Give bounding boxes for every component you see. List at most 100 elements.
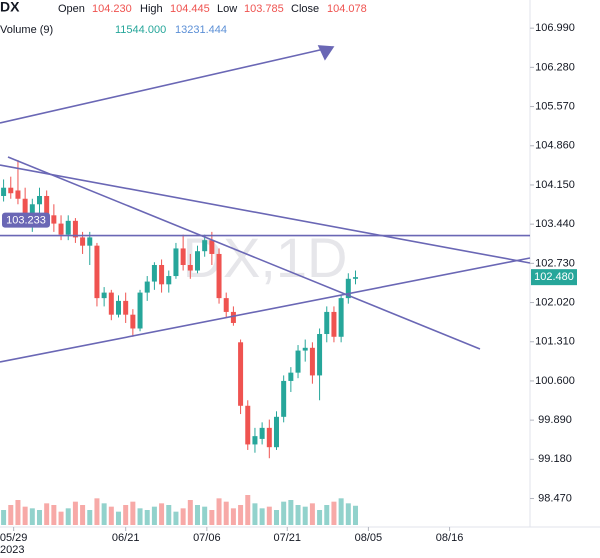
trend-line	[0, 46, 334, 124]
trend-line	[0, 257, 531, 363]
candle-body	[309, 347, 315, 376]
volume-bar	[1, 510, 7, 525]
trend-line	[0, 164, 531, 264]
candle-body	[173, 248, 179, 277]
volume-bar	[87, 510, 93, 525]
y-tick-label: 106.990	[535, 22, 575, 34]
volume-bar	[115, 511, 121, 525]
arrow-head	[317, 45, 335, 61]
x-tick-label: 07/06	[193, 532, 221, 544]
candle-body	[151, 265, 157, 282]
candle-body	[288, 372, 294, 381]
x-tick-label: 05/29	[0, 532, 27, 544]
legend-value: 104.078	[327, 3, 367, 15]
y-tick-label: 102.020	[535, 296, 575, 308]
x-sublabel: 2023	[0, 544, 24, 556]
candle-body	[194, 251, 200, 271]
candle-body	[58, 223, 64, 235]
candle-body	[216, 253, 222, 299]
volume-bar	[202, 506, 208, 525]
hline-label: 103.233	[6, 214, 46, 226]
trend-line	[7, 156, 481, 350]
y-tick-label: 99.180	[538, 453, 572, 465]
legend-value: 103.785	[244, 3, 284, 15]
legend-label: High	[140, 3, 163, 15]
legend-value: 11544.000	[115, 24, 166, 36]
volume-bar	[22, 506, 28, 525]
volume-bar	[230, 508, 236, 525]
hline-label-box	[2, 212, 50, 228]
y-tick-label: 100.600	[535, 375, 575, 387]
volume-bar	[281, 501, 287, 525]
volume-bar	[209, 510, 215, 525]
volume-bar	[324, 505, 330, 525]
candle-body	[338, 298, 344, 337]
x-tick-label: 07/21	[273, 532, 301, 544]
candle-body	[101, 292, 107, 299]
candle-body	[130, 314, 136, 329]
candle-body	[80, 237, 86, 246]
volume-bar	[137, 508, 143, 525]
candle-body	[72, 220, 78, 238]
x-tick-label: 08/05	[355, 532, 383, 544]
volume-bar	[80, 505, 86, 525]
candle-body	[324, 311, 330, 335]
volume-bar	[180, 508, 186, 525]
candle-body	[15, 190, 21, 199]
y-tick-label: 102.730	[535, 257, 575, 269]
symbol: DX	[0, 0, 20, 15]
volume-bar	[51, 505, 57, 525]
marks	[1, 160, 358, 525]
candle-body	[223, 298, 229, 312]
y-tick-label: 103.440	[535, 218, 575, 230]
candle-body	[331, 311, 337, 337]
volume-bar	[94, 498, 100, 525]
volume-bar	[29, 508, 35, 525]
volume-bar	[101, 503, 107, 525]
candle-body	[180, 248, 186, 265]
candle-body	[259, 427, 265, 439]
volume-bar	[338, 498, 344, 525]
candle-body	[115, 300, 121, 315]
trend-lines	[0, 45, 531, 363]
candle-body	[345, 278, 351, 299]
volume-bar	[266, 506, 272, 525]
candle-body	[273, 416, 279, 448]
volume-bar	[65, 508, 71, 525]
volume-bar	[245, 495, 251, 525]
volume-bar	[223, 501, 229, 525]
volume-bar	[331, 501, 337, 525]
volume-bar	[144, 510, 150, 525]
volume-bar	[159, 503, 165, 525]
volume-bar	[252, 503, 258, 525]
candle-body	[230, 311, 236, 323]
volume-bar	[238, 505, 244, 525]
volume-bar	[58, 511, 64, 525]
candle-body	[87, 237, 93, 246]
volume-bar	[173, 511, 179, 525]
volume-bar	[352, 505, 358, 525]
candle-body	[202, 240, 208, 252]
volume-bar	[108, 506, 114, 525]
candle-body	[108, 292, 114, 315]
y-tick-label: 98.470	[538, 492, 572, 504]
candle-body	[123, 300, 129, 315]
legend-label: Low	[217, 3, 237, 15]
candle-body	[1, 187, 7, 196]
candle-body	[238, 342, 244, 406]
legend-label: Close	[291, 3, 319, 15]
volume-bar	[36, 510, 42, 525]
candle-body	[209, 240, 215, 254]
candle-body	[144, 281, 150, 293]
y-tick-label: 105.570	[535, 100, 575, 112]
legend-value: 13231.444	[175, 24, 227, 36]
x-tick-label: 08/16	[436, 532, 464, 544]
volume-bar	[345, 503, 351, 525]
candle-body	[295, 350, 301, 373]
volume-bar	[259, 508, 265, 525]
volume-bar	[187, 500, 193, 525]
candle-body	[245, 405, 251, 445]
candle-body	[8, 187, 14, 194]
